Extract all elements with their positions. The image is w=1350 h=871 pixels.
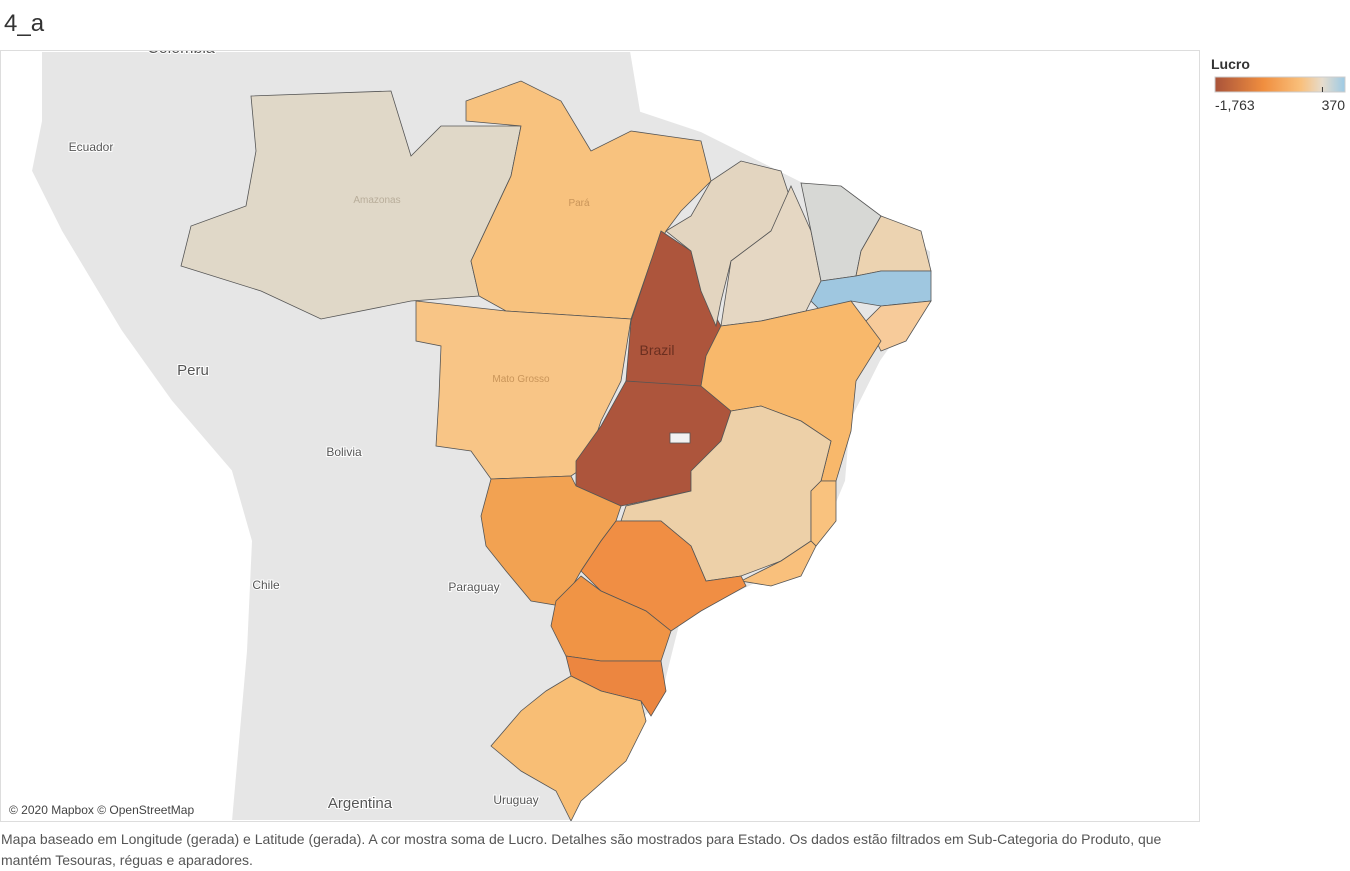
map-label: Chile	[252, 578, 280, 592]
state[interactable]	[180, 90, 522, 320]
map-frame[interactable]: Colombia Ecuador Peru Bolivia Chile Paraguay A…	[0, 50, 1200, 822]
legend-max: 370	[1322, 97, 1346, 113]
map-label: Colombia	[147, 51, 215, 57]
states	[180, 80, 932, 821]
map-labels: Colombia Ecuador Peru Bolivia Chile Paraguay A…	[68, 51, 675, 813]
map-label: Ecuador	[69, 140, 114, 154]
state[interactable]	[810, 480, 837, 547]
map-label: Argentina	[328, 795, 393, 812]
map-label: Pará	[568, 198, 590, 209]
legend-bar	[1214, 76, 1346, 93]
map-label: Brazil	[639, 342, 674, 358]
state[interactable]	[580, 520, 747, 632]
map-label: Uruguay	[493, 793, 538, 807]
map-label: Mato Grosso	[492, 374, 550, 385]
state[interactable]	[865, 300, 932, 352]
state[interactable]	[490, 675, 647, 821]
legend-title: Lucro	[1211, 56, 1250, 72]
map-label: Paraguay	[448, 580, 499, 594]
caption: Mapa baseado em Longitude (gerada) e Lat…	[1, 831, 1162, 868]
map-label: Amazonas	[353, 195, 400, 206]
title: 4_a	[4, 10, 45, 37]
map: Colombia Ecuador Peru Bolivia Chile Paraguay A…	[9, 51, 932, 821]
legend-min: -1,763	[1215, 97, 1255, 113]
legend: -1,763 370	[1214, 76, 1346, 113]
state[interactable]	[669, 432, 691, 444]
map-label: Peru	[177, 362, 209, 379]
attribution: © 2020 Mapbox © OpenStreetMap	[9, 803, 194, 817]
map-label: Bolivia	[326, 445, 362, 459]
